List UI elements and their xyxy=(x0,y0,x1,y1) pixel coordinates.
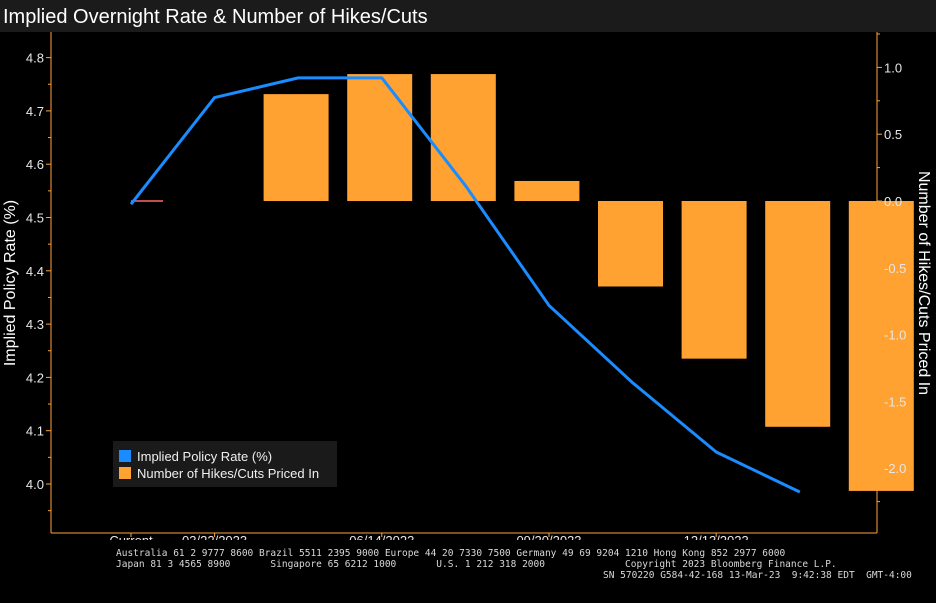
y2-axis-title: Number of Hikes/Cuts Priced In xyxy=(915,171,932,395)
legend-item-policy-rate: Implied Policy Rate (%) xyxy=(119,448,272,464)
axes: 4.0 4.1 4.2 4.3 4.4 4.5 4.6 4.7 4.8 1.0 0.5 0.0 -0.5… xyxy=(26,32,906,540)
bar xyxy=(848,201,914,491)
bar xyxy=(765,201,831,427)
legend-label-policy-rate: Implied Policy Rate (%) xyxy=(137,448,273,464)
footer-serial: SN 570220 G584-42-168 13-Mar-23 9:42:38 … xyxy=(603,570,912,581)
right-tick-label: 0.5 xyxy=(884,127,902,142)
bar xyxy=(598,201,663,287)
chart-title: Implied Overnight Rate & Number of Hikes… xyxy=(3,6,428,28)
left-tick-label: 4.0 xyxy=(26,477,44,492)
bar xyxy=(263,94,329,201)
chart-area: 4.0 4.1 4.2 4.3 4.4 4.5 4.6 4.7 4.8 1.0 0.5 0.0 -0.5… xyxy=(2,32,932,540)
line-series xyxy=(129,76,801,494)
left-tick-label: 4.1 xyxy=(26,424,44,439)
axis-labels: Implied Policy Rate (%) Number of Hikes/C… xyxy=(2,171,932,395)
left-tick-label: 4.2 xyxy=(26,370,44,385)
right-tick-label: -2.0 xyxy=(884,461,906,476)
bar xyxy=(347,74,413,201)
bar-series xyxy=(131,74,914,491)
left-tick-label: 4.6 xyxy=(26,157,44,172)
legend-label-hikes-cuts: Number of Hikes/Cuts Priced In xyxy=(137,465,320,481)
left-tick-label: 4.8 xyxy=(26,51,44,66)
left-tick-label: 4.5 xyxy=(26,211,44,226)
bar xyxy=(514,180,580,201)
legend-swatch-policy-rate xyxy=(119,450,131,462)
right-tick-label: 1.0 xyxy=(884,60,902,75)
legend-swatch-hikes-cuts xyxy=(119,467,131,479)
bar xyxy=(681,201,747,359)
footer-contacts-line1: Australia 61 2 9777 8600 Brazil 5511 239… xyxy=(116,548,786,559)
left-tick-label: 4.4 xyxy=(26,264,44,279)
right-tick-label: -0.5 xyxy=(884,261,906,276)
right-tick-label: -1.0 xyxy=(884,328,906,343)
left-tick-label: 4.7 xyxy=(26,104,44,119)
x-tick-label: 12/13/2023 xyxy=(684,533,749,540)
legend: Implied Policy Rate (%) Number of Hikes/… xyxy=(113,441,337,487)
x-tick-label: 03/22/2023 xyxy=(182,533,247,540)
right-tick-label: 0.0 xyxy=(884,194,902,209)
bar xyxy=(430,74,496,201)
x-tick-label: Current xyxy=(109,533,153,540)
policy-rate-line xyxy=(129,76,801,494)
x-tick-label: 09/20/2023 xyxy=(516,533,581,540)
x-tick-label: 06/14/2023 xyxy=(349,533,414,540)
right-tick-label: -1.5 xyxy=(884,394,906,409)
left-tick-label: 4.3 xyxy=(26,317,44,332)
title-bar: Implied Overnight Rate & Number of Hikes… xyxy=(0,0,936,32)
footer-contacts-line2: Japan 81 3 4565 8900 Singapore 65 6212 1… xyxy=(116,559,837,570)
legend-item-hikes-cuts: Number of Hikes/Cuts Priced In xyxy=(119,465,319,481)
y-axis-title: Implied Policy Rate (%) xyxy=(2,200,19,366)
